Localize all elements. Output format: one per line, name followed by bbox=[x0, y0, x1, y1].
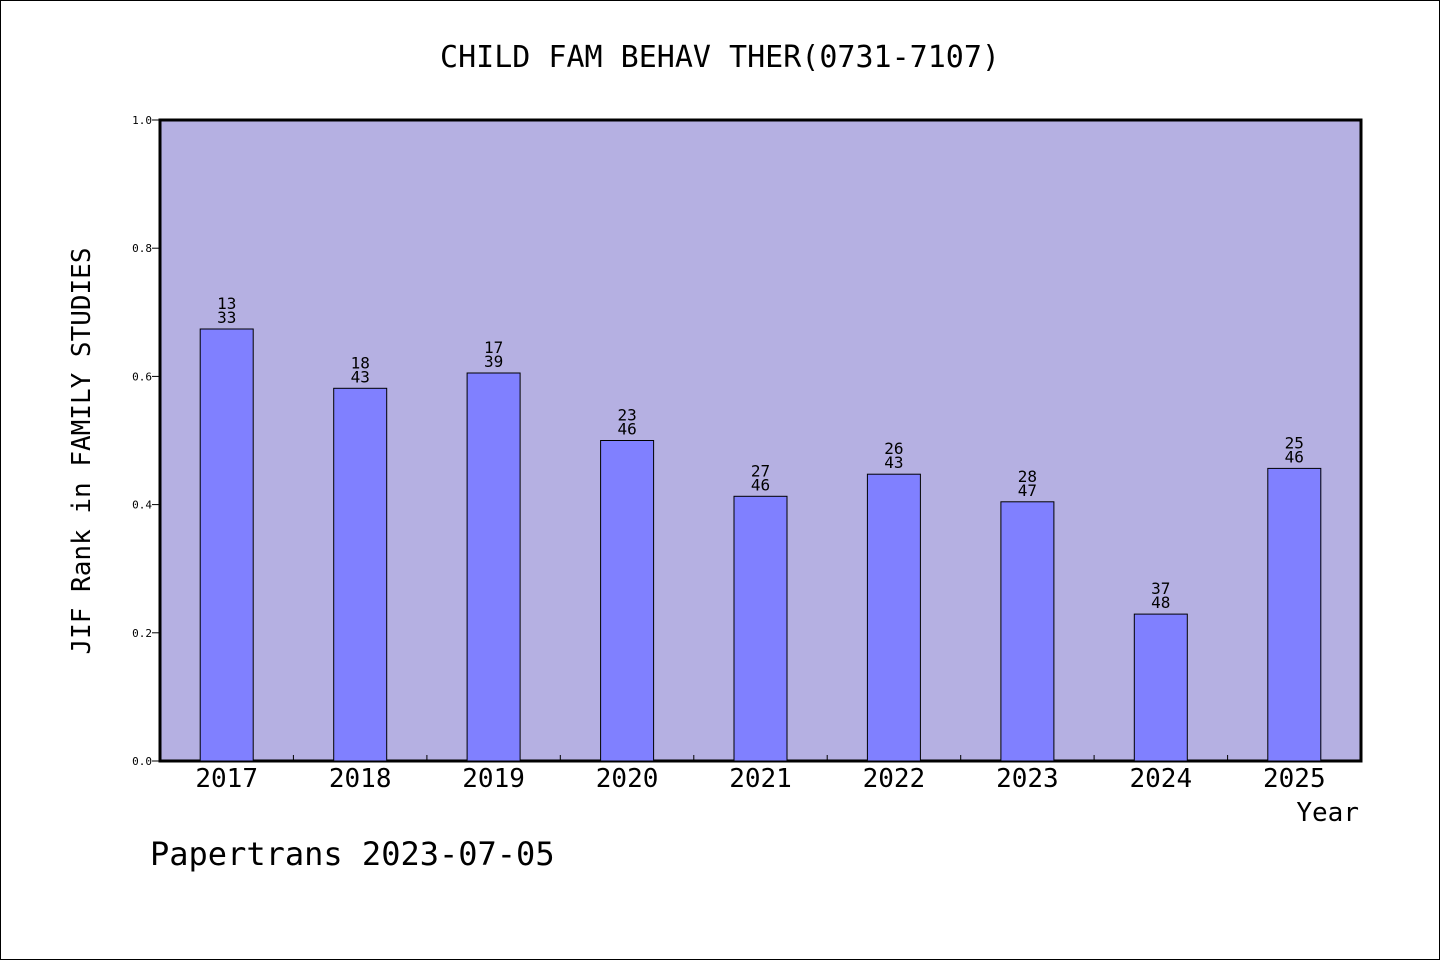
bar-2017 bbox=[199, 328, 254, 762]
bar-2018 bbox=[333, 387, 388, 762]
x-tick-label: 2024 bbox=[1129, 764, 1192, 794]
bar-2024 bbox=[1133, 613, 1188, 762]
bar-2021 bbox=[733, 495, 788, 762]
bar-rank-label: 18 bbox=[351, 353, 370, 372]
y-tick-label: 0.4 bbox=[132, 499, 152, 512]
bar-2022 bbox=[866, 473, 921, 762]
bar-total-label: 46 bbox=[1285, 447, 1304, 466]
bar-2023 bbox=[1000, 501, 1055, 762]
x-tick-label: 2022 bbox=[863, 764, 926, 794]
bar-total-label: 33 bbox=[217, 308, 236, 327]
footer-credit: Papertrans 2023-07-05 bbox=[150, 835, 555, 873]
bar-2025 bbox=[1267, 467, 1322, 762]
chart-title: CHILD FAM BEHAV THER(0731-7107) bbox=[440, 40, 1000, 75]
x-tick-label: 2018 bbox=[329, 764, 392, 794]
bar-rank-label: 23 bbox=[617, 406, 636, 425]
bar-total-label: 46 bbox=[617, 420, 636, 439]
y-tick-label: 0.2 bbox=[132, 627, 152, 640]
bar-total-label: 46 bbox=[751, 475, 770, 494]
bar-2019 bbox=[466, 372, 521, 762]
bar-rank-label: 37 bbox=[1151, 579, 1170, 598]
bar-rank-label: 27 bbox=[751, 461, 770, 480]
x-axis: 2017 2018 2019 2020 2021 2022 2023 2024 2025 bbox=[195, 755, 1326, 794]
y-tick-label: 0.8 bbox=[132, 242, 152, 255]
bar-total-label: 43 bbox=[351, 367, 370, 386]
x-tick-label: 2021 bbox=[729, 764, 792, 794]
y-axis: 0.0 0.2 0.4 0.6 0.8 1.0 bbox=[132, 114, 160, 768]
x-axis-label: Year bbox=[1296, 798, 1359, 828]
bar-rank-label: 13 bbox=[217, 294, 236, 313]
bar-total-label: 48 bbox=[1151, 593, 1170, 612]
bar-rank-label: 25 bbox=[1285, 433, 1304, 452]
bar-rank-label: 28 bbox=[1018, 467, 1037, 486]
x-tick-label: 2023 bbox=[996, 764, 1059, 794]
bar-rank-label: 17 bbox=[484, 338, 503, 357]
x-tick-label: 2017 bbox=[195, 764, 258, 794]
x-tick-label: 2019 bbox=[462, 764, 525, 794]
x-tick-label: 2025 bbox=[1263, 764, 1326, 794]
y-tick-label: 0.0 bbox=[132, 755, 152, 768]
y-tick-label: 0.6 bbox=[132, 370, 152, 383]
bar-2020 bbox=[600, 440, 655, 762]
bar-total-label: 39 bbox=[484, 352, 503, 371]
y-axis-label: JIF Rank in FAMILY STUDIES bbox=[67, 248, 97, 655]
bar-rank-label: 26 bbox=[884, 439, 903, 458]
y-tick-label: 1.0 bbox=[132, 114, 152, 127]
bar-total-label: 47 bbox=[1018, 481, 1037, 500]
bar-total-label: 43 bbox=[884, 453, 903, 472]
x-tick-label: 2020 bbox=[596, 764, 659, 794]
